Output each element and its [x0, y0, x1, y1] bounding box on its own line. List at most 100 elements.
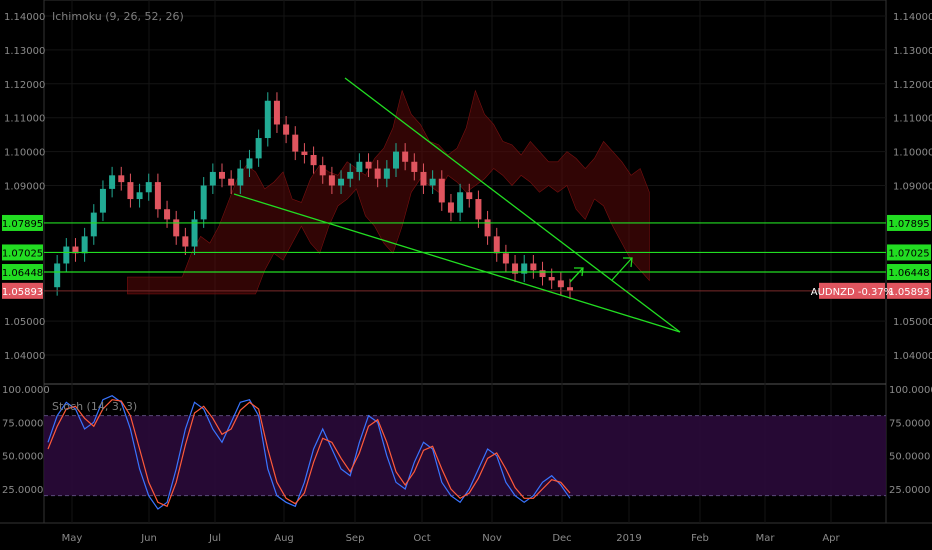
price-tick-label: 1.05000 — [4, 317, 45, 328]
candle-body — [466, 192, 473, 200]
time-axis-labels: May Jun Jul Aug Sep Oct Nov Dec 2019 Feb Mar Apr — [62, 533, 841, 544]
candle-body — [567, 287, 573, 291]
candle-body — [393, 151, 399, 169]
candles — [54, 92, 573, 300]
price-tick-label: 1.12000 — [4, 80, 45, 91]
price-tick-label: 1.14000 — [4, 12, 45, 23]
candle-body — [319, 165, 326, 176]
ichimoku-cloud — [127, 89, 650, 295]
time-tick-label: 2019 — [616, 533, 641, 544]
time-tick-label: Feb — [691, 533, 709, 544]
time-tick-label: Oct — [413, 533, 430, 544]
candle-body — [429, 178, 436, 186]
candle-body — [347, 171, 354, 179]
candle-body — [200, 185, 207, 220]
price-tick-label: 1.10000 — [4, 148, 45, 159]
right-price-ticks: 1.14000 1.13000 1.12000 1.11000 1.10000 1.090… — [893, 12, 932, 362]
level-tag-left-box — [2, 264, 43, 281]
candle-body — [539, 270, 546, 278]
wedge-upper-trendline — [344, 77, 681, 333]
level-lines — [44, 222, 886, 292]
candle-body — [493, 236, 500, 254]
level-tag-left: 1.07895 — [2, 219, 43, 230]
candle-body — [118, 175, 125, 183]
candle-body — [301, 151, 308, 155]
price-tick-label: 1.11000 — [4, 114, 45, 125]
price-tag-right-box — [887, 282, 931, 299]
time-tick-label: Jul — [208, 533, 221, 544]
time-tick-label: May — [62, 533, 83, 544]
trendlines — [233, 77, 681, 333]
candle-body — [310, 154, 317, 166]
arrow-2-head — [623, 257, 633, 268]
candle-body — [502, 253, 509, 264]
arrow-2-shaft — [611, 257, 633, 281]
price-tag-right: 1.05893 — [888, 287, 929, 298]
price-tick-label: 1.13000 — [893, 46, 932, 57]
time-tick-label: Apr — [822, 533, 840, 544]
candle-body — [63, 246, 70, 264]
stoch-pane — [44, 395, 886, 510]
candle-body — [530, 263, 537, 271]
candle-body — [237, 168, 244, 186]
price-tick-label: 1.04000 — [4, 351, 45, 362]
arrow-1-head — [574, 267, 584, 277]
candle-body — [264, 100, 271, 139]
level-tag-left: 1.06448 — [2, 268, 43, 279]
candle-body — [255, 138, 262, 159]
level-tag-left: 1.07025 — [2, 248, 43, 259]
time-tick-label: Jun — [140, 533, 157, 544]
kumo-cloud — [127, 89, 650, 295]
arrow-1-shaft — [569, 267, 584, 283]
stoch-ticks: 100.0000 100.0000 75.0000 75.0000 50.0000 50.… — [2, 385, 932, 496]
stoch-legend[interactable]: Stoch (14, 3, 3) — [52, 400, 137, 413]
level-tag-left-box — [2, 214, 43, 231]
level-tag-right-box — [887, 264, 931, 281]
stoch-tick-label: 50.0000 — [889, 452, 930, 463]
candle-body — [484, 219, 491, 237]
candle-body — [273, 100, 280, 125]
candle-body — [99, 188, 106, 213]
candle-body — [402, 151, 409, 162]
price-tick-label: 1.05000 — [893, 317, 932, 328]
candle-body — [164, 209, 171, 220]
price-tick-label: 1.04000 — [893, 351, 932, 362]
candle-body — [548, 277, 555, 281]
stoch-tick-label: 100.0000 — [2, 385, 50, 396]
candle-body — [246, 158, 253, 169]
candle-body — [209, 171, 216, 186]
candle-body — [182, 236, 189, 247]
level-tag-right: 1.07025 — [888, 248, 929, 259]
candle-body — [81, 236, 88, 254]
candle-body — [356, 161, 363, 172]
price-tick-label: 1.10000 — [893, 148, 932, 159]
candle-body — [90, 212, 97, 237]
candle-body — [457, 192, 464, 213]
level-tag-left-box — [2, 244, 43, 261]
candle-body — [219, 171, 225, 179]
left-price-ticks: 1.14000 1.13000 1.12000 1.11000 1.10000 1.090… — [4, 12, 45, 362]
stoch-tick-label: 100.0000 — [889, 385, 932, 396]
candle-body — [72, 246, 79, 254]
candle-body — [374, 168, 381, 179]
price-tag-left: 1.05893 — [2, 287, 43, 298]
symbol-tag-box — [819, 282, 885, 299]
candle-body — [557, 280, 564, 288]
stoch-tick-label: 25.0000 — [889, 485, 930, 496]
price-tick-label: 1.09000 — [4, 182, 45, 193]
candle-body — [54, 263, 61, 288]
stoch-tick-label: 50.0000 — [2, 452, 43, 463]
time-tick-label: Dec — [552, 533, 571, 544]
candle-body — [127, 182, 134, 200]
level-tag-right: 1.07895 — [888, 219, 929, 230]
price-tick-label: 1.12000 — [893, 80, 932, 91]
stoch-series-d — [47, 399, 571, 508]
candle-body — [447, 202, 454, 213]
price-tick-label: 1.13000 — [4, 46, 45, 57]
level-tag-right: 1.06448 — [888, 268, 929, 279]
level-tag-right-box — [887, 214, 931, 231]
candle-body — [521, 263, 528, 274]
ichimoku-legend[interactable]: Ichimoku (9, 26, 52, 26) — [52, 10, 184, 23]
candle-body — [365, 161, 372, 169]
